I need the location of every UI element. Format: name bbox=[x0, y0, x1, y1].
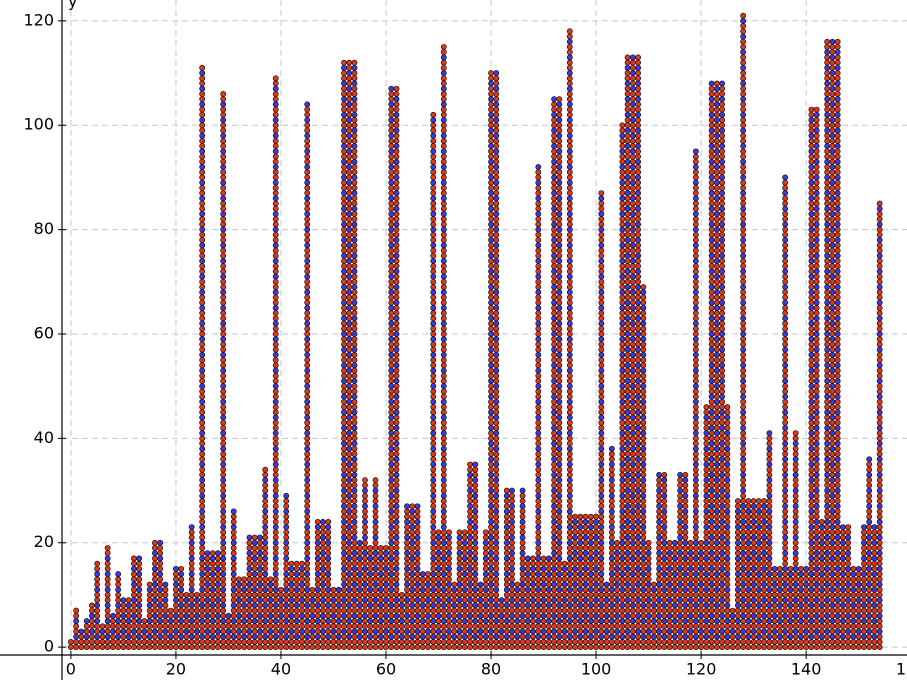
x-tick-label: 80 bbox=[481, 660, 501, 679]
x-tick-label: 120 bbox=[686, 660, 717, 679]
dot-column-highlight bbox=[199, 70, 206, 640]
x-tick-label: 20 bbox=[166, 660, 186, 679]
dot-column bbox=[587, 513, 594, 650]
dot-column-highlight bbox=[194, 597, 200, 635]
dot-column-highlight bbox=[734, 508, 741, 640]
dot-column-highlight bbox=[409, 508, 416, 640]
dot-column-highlight bbox=[230, 508, 237, 640]
dot-column bbox=[724, 404, 731, 650]
x-tick-label: 140 bbox=[791, 660, 822, 679]
dot-column-highlight bbox=[304, 101, 311, 640]
y-tick-label: 80 bbox=[34, 219, 54, 238]
dot-column-highlight bbox=[141, 628, 148, 635]
dot-column bbox=[314, 519, 321, 650]
dot-column bbox=[78, 633, 85, 650]
dot-column bbox=[561, 560, 568, 650]
dot-column bbox=[167, 607, 174, 650]
y-tick-label: 100 bbox=[23, 115, 54, 134]
dot-column bbox=[68, 639, 74, 650]
dot-column bbox=[230, 513, 237, 650]
dot-column-highlight bbox=[703, 414, 710, 640]
dot-column-highlight bbox=[120, 597, 127, 635]
dot-column bbox=[288, 560, 295, 650]
dot-column-highlight bbox=[220, 101, 227, 640]
dot-column bbox=[577, 513, 584, 650]
dots bbox=[68, 12, 883, 650]
dot-column bbox=[430, 111, 437, 650]
dot-column bbox=[73, 607, 80, 650]
dot-column bbox=[393, 85, 400, 650]
dot-column-highlight bbox=[414, 503, 421, 635]
dot-column-highlight bbox=[876, 205, 883, 635]
dot-column bbox=[876, 200, 883, 650]
y-tick-label: 0 bbox=[44, 637, 54, 656]
dot-column-highlight bbox=[556, 101, 563, 640]
x-tick-label: 0 bbox=[66, 660, 76, 679]
dot-column bbox=[488, 70, 494, 650]
dot-column-highlight bbox=[755, 508, 762, 640]
dot-column bbox=[808, 106, 815, 650]
dot-column bbox=[325, 519, 332, 650]
tick-labels: 0 20 40 60 80 100 120 140 160 0 20 40 60 80 100 120 bbox=[23, 10, 907, 678]
x-tick-label: 160 bbox=[896, 660, 907, 679]
dot-column-highlight bbox=[724, 414, 731, 640]
y-tick-label: 60 bbox=[34, 323, 54, 342]
dot-column bbox=[493, 75, 500, 650]
dot-column-highlight bbox=[404, 503, 410, 635]
y-axis-label: y bbox=[68, 0, 77, 11]
x-tick-label: 40 bbox=[271, 660, 291, 679]
dot-column bbox=[304, 106, 311, 650]
x-tick-label: 100 bbox=[581, 660, 612, 679]
dot-column-highlight bbox=[393, 96, 400, 635]
dot-column bbox=[498, 602, 505, 650]
dot-column bbox=[99, 623, 106, 650]
dot-column bbox=[272, 75, 279, 650]
dot-column bbox=[120, 602, 127, 650]
dot-column-highlight bbox=[551, 96, 557, 635]
dot-column-highlight bbox=[73, 618, 80, 640]
dot-column-highlight bbox=[99, 628, 106, 635]
y-tick-label: 40 bbox=[34, 428, 54, 447]
y-tick-label: 20 bbox=[34, 532, 54, 551]
x-tick-label: 60 bbox=[376, 660, 396, 679]
dot-column-highlight bbox=[750, 503, 757, 635]
dot-column bbox=[89, 602, 95, 650]
dot-column-highlight bbox=[78, 628, 85, 635]
dot-column bbox=[819, 519, 825, 650]
dot-column bbox=[535, 169, 542, 650]
dot-column-highlight bbox=[761, 503, 768, 635]
dot-column bbox=[299, 560, 305, 650]
dot-column-highlight bbox=[598, 195, 605, 640]
y-tick-label: 120 bbox=[23, 10, 54, 29]
dot-column-highlight bbox=[745, 508, 752, 640]
